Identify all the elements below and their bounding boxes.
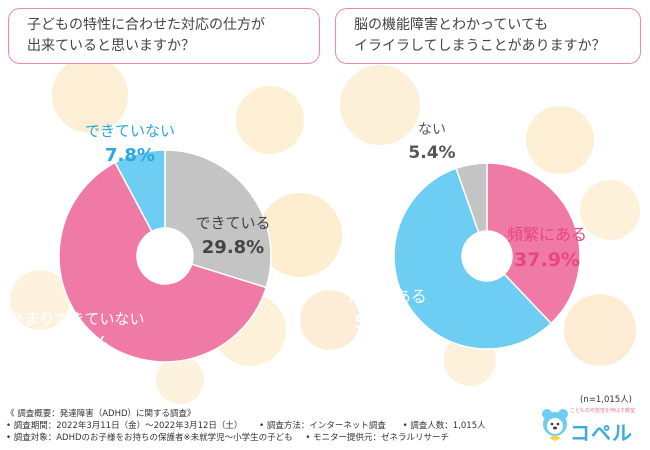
- donut-slice-2-2: [393, 167, 553, 350]
- donut-slice-1-2: [58, 161, 268, 363]
- footer-people: • 調査人数：1,015人: [402, 421, 486, 431]
- slice-label-1-1: できている: [195, 214, 270, 232]
- slice-value-2-2: 56.7%: [354, 311, 420, 333]
- donut-slice-1-1: [164, 149, 272, 289]
- question-right-line1: 脳の機能障害とわかっていても: [354, 17, 549, 33]
- slice-label-1-3: できていない: [85, 122, 175, 140]
- logo-tagline: こどもの可能性を伸ばす教室: [570, 408, 636, 414]
- survey-footer: 《 調査概要：発達障害（ADHD）に関する調査》 • 調査期間：2022年3月1…: [6, 408, 486, 444]
- donut-slice-1-3: [114, 149, 166, 233]
- footer-method: • 調査方法：インターネット調査: [259, 421, 386, 431]
- footer-monitor: • モニター提供元：ゼネラルリサーチ: [305, 433, 450, 443]
- question-left-line1: 子どもの特性に合わせた対応の仕方が: [27, 17, 265, 33]
- question-box-left: 子どもの特性に合わせた対応の仕方が 出来ていると思いますか？: [8, 8, 320, 64]
- bear-mascot-icon: [542, 409, 568, 441]
- footer-overview: 《 調査概要：発達障害（ADHD）に関する調査》: [6, 409, 196, 419]
- slice-label-2-2: たまにある: [347, 287, 427, 306]
- footer-target: • 調査対象：ADHDのお子様をお持ちの保護者※未就学児～小学生の子ども: [6, 433, 293, 443]
- question-box-right: 脳の機能障害とわかっていても イライラしてしまうことがありますか？: [335, 8, 641, 64]
- slice-label-2-1: 頻繁にある: [507, 225, 587, 244]
- sample-size: (n=1,015人): [580, 395, 632, 405]
- slice-value-1-3: 7.8%: [105, 145, 155, 166]
- slice-label-1-2: あまりできていない: [9, 310, 144, 328]
- slice-value-1-1: 29.8%: [202, 237, 264, 258]
- copel-logo: こどもの可能性を伸ばす教室 コペル: [540, 403, 646, 447]
- footer-period: • 調査期間：2022年3月11日（金）～2022年3月12日（土）: [6, 421, 243, 431]
- donut-slice-2-1: [486, 162, 581, 325]
- logo-name: コペル: [570, 421, 633, 445]
- slice-label-2-3: ない: [418, 122, 446, 138]
- question-right-line2: イライラしてしまうことがありますか？: [354, 38, 606, 54]
- question-left-line2: 出来ていると思いますか？: [27, 38, 195, 54]
- slice-value-1-2: 62.4%: [46, 333, 108, 354]
- slice-value-2-1: 37.9%: [514, 249, 580, 271]
- donut-slice-2-3: [455, 162, 488, 234]
- slice-value-2-3: 5.4%: [408, 143, 455, 163]
